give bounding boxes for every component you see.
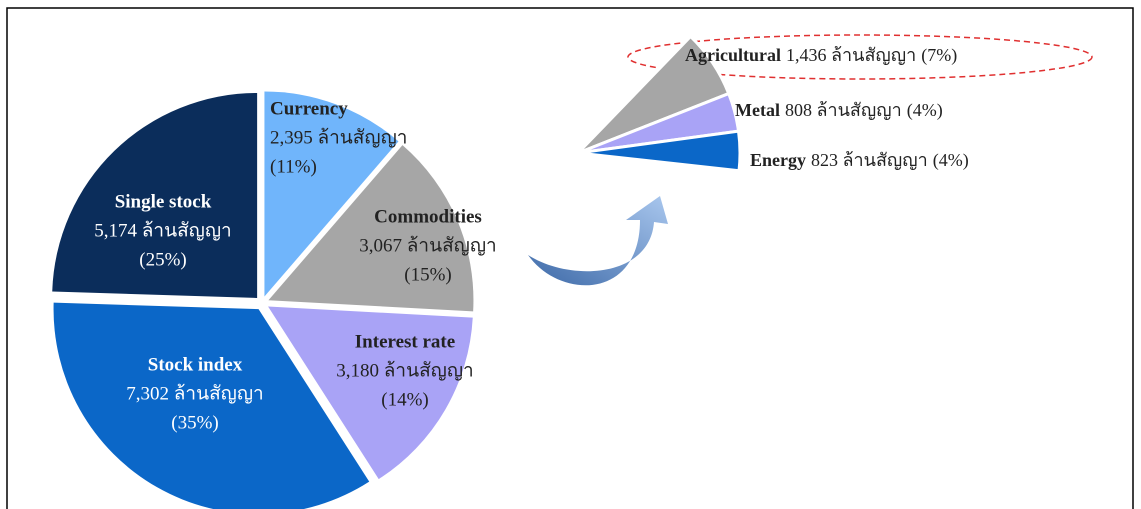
breakdown-value: 1,436 ล้านสัญญา (786, 45, 916, 65)
breakdown-name: Agricultural (685, 45, 781, 65)
percent-label: (11%) (270, 156, 317, 177)
slice-name: Currency (270, 98, 348, 119)
percent-label: (15%) (404, 264, 451, 285)
frame (6, 7, 1134, 509)
value-label: 2,395 ล้านสัญญา (270, 127, 407, 148)
arrow (528, 196, 668, 286)
breakdown-percent: (7%) (921, 45, 957, 66)
value-label: 3,180 ล้านสัญญา (336, 360, 473, 381)
breakdown-value: 823 ล้านสัญญา (811, 150, 928, 170)
slice-name: Commodities (374, 206, 482, 227)
pie-slice (264, 91, 399, 297)
breakdown-label: Agricultural 1,436 ล้านสัญญา (7%) (685, 45, 957, 66)
slice-name: Interest rate (355, 331, 455, 352)
percent-label: (14%) (381, 389, 428, 410)
value-label: 7,302 ล้านสัญญา (126, 383, 263, 404)
breakdown-percent: (4%) (933, 150, 969, 171)
breakdown-name: Metal (735, 100, 780, 120)
percent-label: (35%) (171, 412, 218, 433)
breakdown-label: Metal 808 ล้านสัญญา (4%) (735, 100, 943, 121)
highlight-ellipse (627, 34, 1093, 80)
pie-slice (268, 145, 474, 312)
pie-slice (52, 92, 258, 298)
breakdown-value: 808 ล้านสัญญา (785, 100, 902, 120)
breakdown-name: Energy (750, 150, 806, 170)
pie-slice (268, 306, 473, 480)
value-label: 3,067 ล้านสัญญา (359, 235, 496, 256)
breakdown-label: Energy 823 ล้านสัญญา (4%) (750, 150, 969, 171)
percent-label: (25%) (139, 249, 186, 270)
breakdown-percent: (4%) (907, 100, 943, 121)
slice-name: Single stock (115, 191, 212, 212)
pie-slice (577, 129, 742, 173)
pie-slice (53, 302, 370, 509)
slice-name: Stock index (148, 354, 243, 375)
slices (52, 34, 742, 509)
value-label: 5,174 ล้านสัญญา (94, 220, 231, 241)
labels: Currency 2,395 ล้านสัญญา (11%) Commodities 3… (94, 45, 968, 433)
